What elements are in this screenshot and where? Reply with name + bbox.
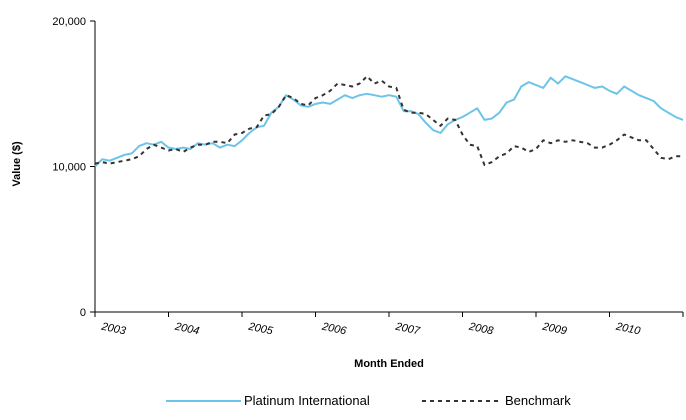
y-axis-title: Value ($) — [11, 141, 23, 187]
legend: Platinum International Benchmark — [166, 393, 571, 408]
x-tick-label: 2004 — [173, 320, 200, 337]
series-line-benchmark — [94, 75, 683, 166]
x-tick-label: 2003 — [99, 320, 127, 337]
axis-labels: Value ($) Month Ended — [11, 141, 424, 370]
x-axis-title: Month Ended — [354, 358, 424, 370]
x-tick-label: 2005 — [246, 320, 274, 337]
series-line-platinum-international — [94, 75, 684, 168]
series-lines — [94, 75, 684, 168]
legend-label: Benchmark — [505, 393, 571, 408]
y-tick-label: 20,000 — [52, 16, 86, 28]
x-tick-label: 2010 — [614, 320, 642, 337]
legend-label: Platinum International — [244, 393, 370, 408]
x-tick-label: 2007 — [393, 320, 421, 337]
y-tick-label: 0 — [80, 307, 86, 319]
x-tick-label: 2009 — [540, 320, 567, 337]
x-tick-label: 2008 — [467, 320, 495, 337]
axes: 0 10,000 20,000 2003 2004 2005 2006 2007 2008 200… — [52, 16, 684, 338]
y-tick-label: 10,000 — [52, 162, 86, 174]
x-tick-label: 2006 — [320, 320, 348, 337]
